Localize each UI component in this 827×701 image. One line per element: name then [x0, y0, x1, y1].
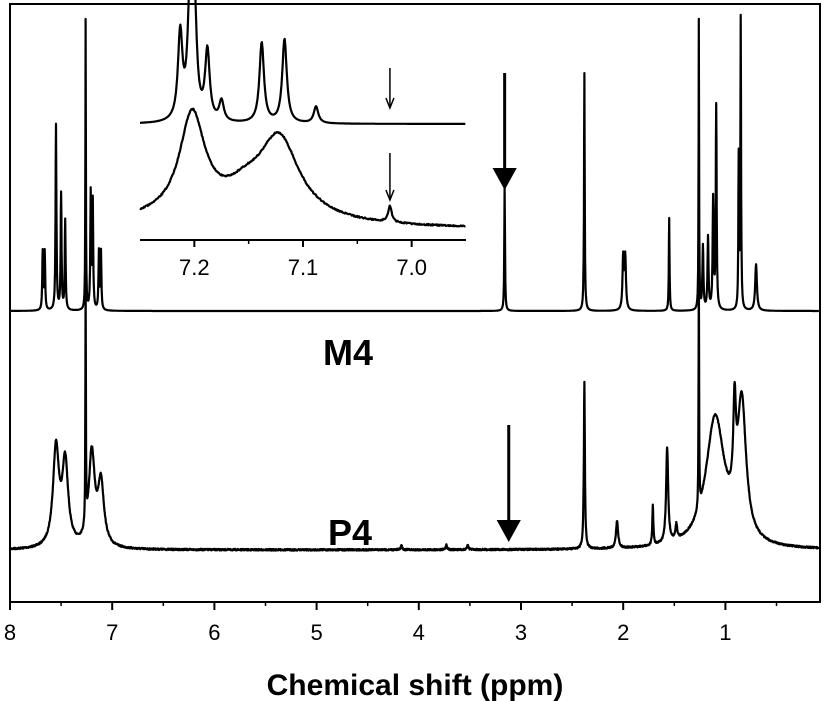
- x-axis-ticks: 8 7 6 5 4 3 2 1: [4, 602, 778, 645]
- x-tick-label: 5: [310, 620, 322, 645]
- arrow-p4-head: [496, 520, 521, 542]
- spectrum-traces: [8, 13, 820, 552]
- x-tick-label: 7: [106, 620, 118, 645]
- trace-label-p4: P4: [328, 512, 372, 553]
- inset-tick-label: 7.0: [396, 255, 427, 280]
- inset-trace-m4: [139, 0, 466, 125]
- x-tick-label: 8: [4, 620, 16, 645]
- arrow-m4-head: [492, 168, 517, 190]
- inset-arrow-p4-head: [385, 189, 395, 203]
- inset-chart: 7.2 7.1 7.0: [139, 0, 466, 280]
- x-tick-label: 3: [515, 620, 527, 645]
- x-tick-label: 6: [208, 620, 220, 645]
- inset-trace-p4: [139, 107, 466, 228]
- trace-label-m4: M4: [323, 332, 373, 373]
- plot-frame: [9, 3, 821, 603]
- annotation-arrows: [492, 73, 521, 542]
- inset-arrow-m4-head: [385, 97, 395, 111]
- inset-tick-label: 7.2: [179, 255, 210, 280]
- x-tick-label: 2: [617, 620, 629, 645]
- x-tick-label: 4: [413, 620, 425, 645]
- x-axis-label: Chemical shift (ppm): [267, 669, 564, 701]
- trace-p4: [8, 255, 820, 552]
- trace-m4: [9, 13, 820, 313]
- x-tick-label: 1: [719, 620, 731, 645]
- inset-tick-label: 7.1: [288, 255, 319, 280]
